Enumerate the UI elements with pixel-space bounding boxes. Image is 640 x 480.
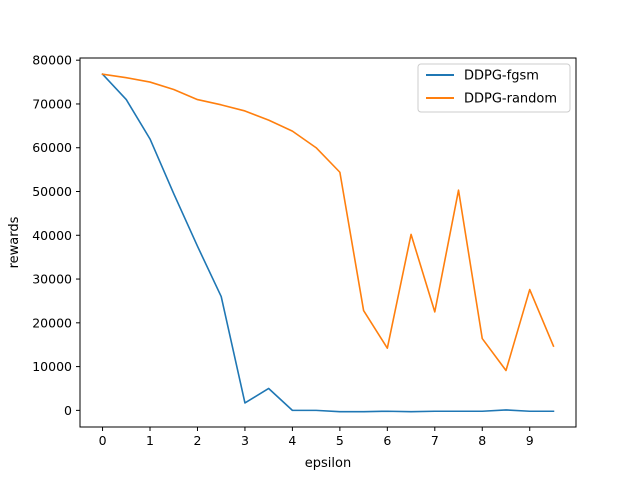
x-tick-label: 4 — [288, 433, 296, 448]
legend-box — [417, 63, 571, 113]
x-tick-label: 5 — [336, 433, 344, 448]
y-tick-label: 80000 — [32, 53, 72, 68]
x-tick-label: 2 — [193, 433, 201, 448]
legend-label-ddpg-fgsm: DDPG-fgsm — [464, 69, 539, 84]
y-tick-label: 50000 — [32, 184, 72, 199]
series-line-ddpg-fgsm — [101, 73, 555, 413]
y-tick-label: 60000 — [32, 140, 72, 155]
x-tick-label: 7 — [431, 433, 439, 448]
y-tick-label: 40000 — [32, 228, 72, 243]
x-tick-label: 0 — [99, 433, 107, 448]
x-tick-label: 3 — [241, 433, 249, 448]
x-tick-label: 9 — [526, 433, 534, 448]
y-axis-ticks: 0 10000 20000 30000 40000 50000 60000 70000 8000… — [32, 53, 80, 418]
y-tick-label: 70000 — [32, 96, 72, 111]
series-lines — [101, 73, 555, 413]
x-tick-label: 1 — [146, 433, 154, 448]
series-line-ddpg-random — [101, 73, 555, 372]
legend: DDPG-fgsm DDPG-random — [417, 63, 571, 113]
axes-frame — [79, 57, 577, 428]
y-tick-label: 10000 — [32, 359, 72, 374]
y-tick-label: 30000 — [32, 272, 72, 287]
legend-label-ddpg-random: DDPG-random — [464, 92, 557, 107]
y-tick-label: 0 — [64, 403, 72, 418]
x-axis-ticks: 0 1 2 3 4 5 6 7 8 9 — [99, 427, 534, 448]
x-axis-label: epsilon — [305, 456, 351, 471]
x-tick-label: 6 — [383, 433, 391, 448]
y-tick-label: 20000 — [32, 315, 72, 330]
y-axis-label: rewards — [7, 216, 22, 268]
x-tick-label: 8 — [478, 433, 486, 448]
